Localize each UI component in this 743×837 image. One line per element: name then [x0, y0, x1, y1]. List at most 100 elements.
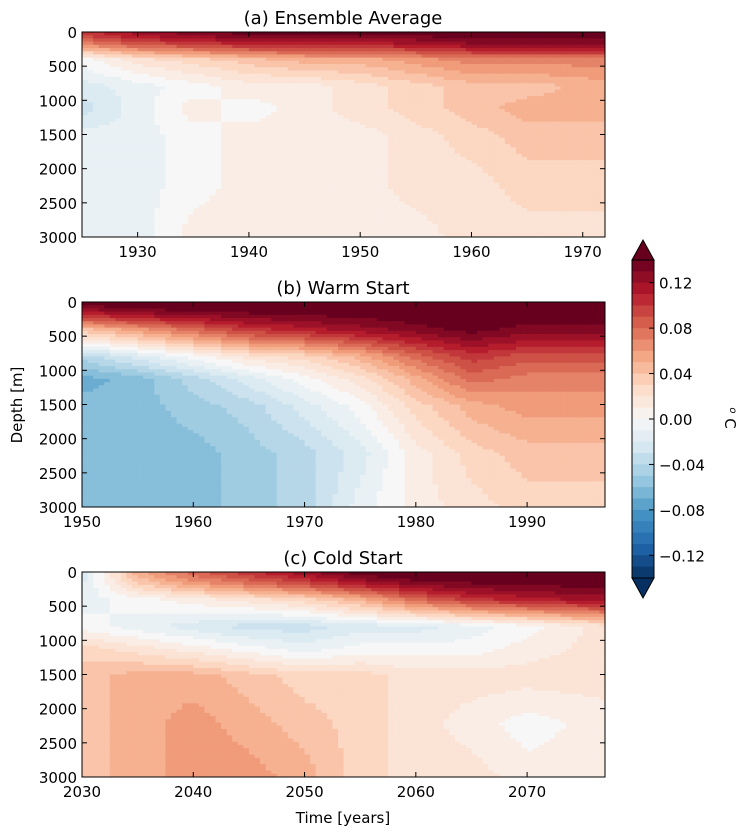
heatmap-cell: [560, 172, 567, 177]
heatmap-cell: [287, 118, 295, 123]
heatmap-cell: [527, 35, 534, 39]
heatmap-cell: [137, 188, 144, 193]
heatmap-cell: [204, 153, 211, 158]
heatmap-cell: [248, 60, 256, 65]
heatmap-cell: [532, 121, 539, 126]
heatmap-cell: [315, 105, 322, 110]
heatmap-cell: [477, 48, 484, 52]
heatmap-cell: [159, 41, 167, 46]
heatmap-cell: [393, 35, 400, 39]
heatmap-cell: [243, 41, 250, 46]
heatmap-cell: [104, 83, 111, 88]
heatmap-cell: [599, 41, 605, 46]
heatmap-cell: [304, 73, 311, 78]
heatmap-cell: [382, 137, 389, 142]
heatmap-cell: [421, 115, 428, 120]
heatmap-cell: [454, 179, 461, 184]
heatmap-cell: [521, 38, 528, 43]
heatmap-cell: [527, 169, 534, 174]
heatmap-cell: [226, 160, 233, 164]
heatmap-cell: [465, 137, 473, 142]
heatmap-cell: [438, 137, 445, 142]
heatmap-cell: [549, 150, 556, 155]
heatmap-cell: [443, 163, 450, 168]
heatmap-cell: [93, 147, 100, 152]
heatmap-cell: [232, 140, 239, 145]
heatmap-cell: [599, 76, 605, 81]
heatmap-cell: [532, 195, 539, 200]
heatmap-cell: [515, 89, 523, 94]
heatmap-cell: [304, 185, 311, 190]
heatmap-cell: [443, 76, 450, 81]
heatmap-cell: [104, 128, 111, 132]
heatmap-cell: [410, 96, 417, 100]
heatmap-cell: [310, 166, 317, 171]
heatmap-cell: [87, 169, 94, 174]
heatmap-cell: [510, 92, 517, 97]
heatmap-cell: [165, 115, 172, 120]
heatmap-cell: [87, 89, 94, 94]
heatmap-cell: [566, 86, 573, 91]
heatmap-cell: [137, 163, 144, 168]
heatmap-cell: [488, 54, 495, 59]
heatmap-cell: [293, 48, 300, 52]
heatmap-cell: [571, 137, 578, 142]
heatmap-cell: [393, 38, 400, 43]
heatmap-cell: [393, 150, 400, 155]
heatmap-cell: [382, 64, 389, 68]
heatmap-cell: [577, 112, 584, 116]
heatmap-cell: [415, 32, 422, 36]
heatmap-cell: [438, 76, 445, 81]
heatmap-cell: [298, 38, 306, 43]
heatmap-cell: [360, 147, 367, 152]
heatmap-cell: [360, 150, 367, 155]
heatmap-cell: [360, 131, 367, 136]
heatmap-cell: [577, 179, 584, 184]
heatmap-cell: [182, 195, 189, 200]
heatmap-cell: [438, 64, 445, 68]
heatmap-cell: [215, 57, 222, 62]
heatmap-cell: [571, 115, 578, 120]
heatmap-cell: [432, 169, 439, 174]
heatmap-cell: [488, 185, 495, 190]
heatmap-cell: [343, 41, 350, 46]
heatmap-cell: [310, 124, 317, 129]
heatmap-cell: [148, 169, 155, 174]
heatmap-cell: [310, 179, 317, 184]
heatmap-cell: [237, 76, 244, 81]
heatmap-cell: [593, 166, 601, 171]
heatmap-cell: [226, 144, 233, 148]
heatmap-cell: [593, 57, 601, 62]
heatmap-cell: [293, 73, 300, 78]
heatmap-cell: [310, 195, 317, 200]
heatmap-cell: [182, 67, 189, 72]
heatmap-cell: [393, 182, 400, 187]
heatmap-cell: [432, 160, 439, 164]
heatmap-cell: [109, 108, 116, 113]
heatmap-cell: [265, 121, 272, 126]
heatmap-cell: [432, 57, 439, 62]
heatmap-cell: [98, 115, 105, 120]
heatmap-cell: [120, 86, 128, 91]
heatmap-cell: [560, 48, 567, 52]
heatmap-cell: [176, 182, 183, 187]
heatmap-cell: [176, 35, 183, 39]
heatmap-cell: [471, 172, 478, 177]
heatmap-cell: [599, 172, 605, 177]
heatmap-cell: [588, 105, 595, 110]
heatmap-cell: [171, 131, 178, 136]
heatmap-cell: [454, 54, 461, 59]
heatmap-cell: [165, 92, 172, 97]
heatmap-cell: [176, 67, 183, 72]
heatmap-cell: [265, 137, 272, 142]
heatmap-cell: [549, 118, 556, 123]
heatmap-cell: [232, 83, 239, 88]
heatmap-cell: [532, 60, 539, 65]
heatmap-cell: [287, 121, 295, 126]
heatmap-cell: [488, 166, 495, 171]
heatmap-cell: [393, 44, 400, 49]
heatmap-cell: [93, 156, 100, 161]
heatmap-cell: [132, 147, 139, 152]
heatmap-cell: [582, 44, 589, 49]
heatmap-cell: [321, 73, 328, 78]
